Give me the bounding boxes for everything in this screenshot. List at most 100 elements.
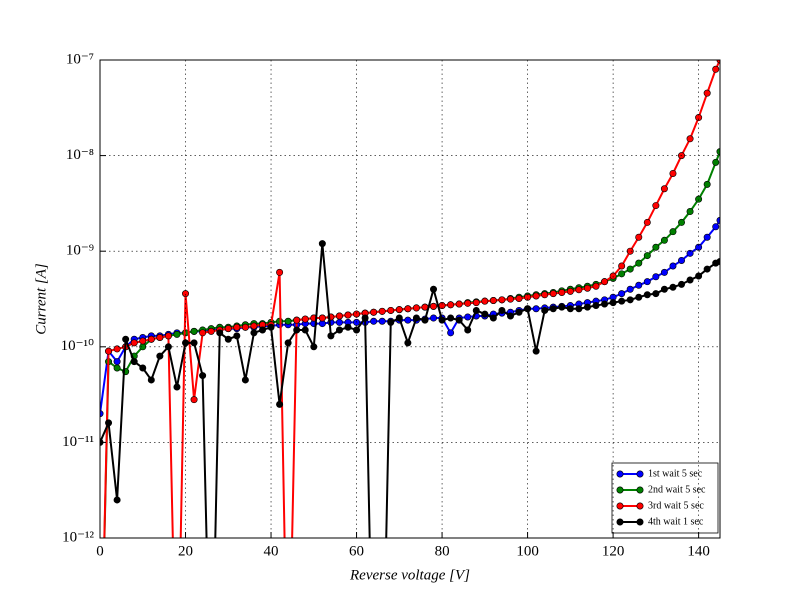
data-point <box>712 158 720 166</box>
data-point <box>481 310 489 318</box>
data-point <box>575 305 583 313</box>
data-point <box>566 305 574 313</box>
data-point <box>566 287 574 295</box>
data-point <box>592 282 600 290</box>
data-point <box>421 316 429 324</box>
data-point <box>669 228 677 236</box>
data-point <box>678 218 686 226</box>
x-tick-label: 20 <box>178 543 193 559</box>
data-point <box>652 202 660 210</box>
data-point <box>678 256 686 264</box>
data-point <box>609 299 617 307</box>
data-point <box>173 330 181 338</box>
data-point <box>370 308 378 316</box>
data-point <box>652 290 660 298</box>
legend-label: 4th wait 1 sec <box>648 516 704 527</box>
data-point <box>250 329 258 337</box>
x-tick-label: 0 <box>96 543 104 559</box>
legend-marker <box>616 486 624 494</box>
data-point <box>412 304 420 312</box>
data-point <box>447 314 455 322</box>
data-point <box>276 400 284 408</box>
legend: 1st wait 5 sec 2nd wait 5 sec 3rd wait 5 s… <box>611 462 719 534</box>
data-point <box>318 314 326 322</box>
data-point <box>404 339 412 347</box>
data-point <box>378 317 386 325</box>
data-point <box>370 317 378 325</box>
data-point <box>430 302 438 310</box>
data-point <box>686 135 694 143</box>
data-point <box>105 419 113 427</box>
data-point <box>498 306 506 314</box>
data-point <box>199 372 207 380</box>
data-point <box>583 284 591 292</box>
data-point <box>156 352 164 360</box>
data-point <box>712 223 720 231</box>
data-point <box>464 299 472 307</box>
data-point <box>686 276 694 284</box>
legend-marker <box>616 502 624 510</box>
data-point <box>353 326 361 334</box>
legend-label: 2nd wait 5 sec <box>648 484 706 495</box>
data-point <box>686 249 694 257</box>
data-point <box>541 291 549 299</box>
data-point <box>635 259 643 267</box>
data-point <box>207 327 215 335</box>
data-point <box>549 305 557 313</box>
data-point <box>130 358 138 366</box>
legend-label: 3rd wait 5 sec <box>648 500 704 511</box>
data-point <box>353 310 361 318</box>
data-point <box>686 208 694 216</box>
legend-marker <box>616 518 624 526</box>
data-point <box>660 236 668 244</box>
y-tick-label: 10⁻¹¹ <box>62 434 94 450</box>
data-point <box>472 299 480 307</box>
data-point <box>387 306 395 314</box>
x-tick-label: 60 <box>349 543 364 559</box>
data-point <box>293 316 301 324</box>
data-point <box>532 292 540 300</box>
y-tick-label: 10⁻⁹ <box>66 243 94 259</box>
y-tick-label: 10⁻⁷ <box>66 51 94 67</box>
x-tick-label: 80 <box>435 543 450 559</box>
data-point <box>241 376 249 384</box>
data-point <box>532 347 540 355</box>
data-point <box>190 339 198 347</box>
data-point <box>481 297 489 305</box>
data-point <box>592 302 600 310</box>
legend-marker <box>636 486 644 494</box>
data-point <box>122 335 130 343</box>
data-point <box>113 345 121 353</box>
data-point <box>276 268 284 276</box>
data-point <box>430 314 438 322</box>
data-point <box>541 306 549 314</box>
data-point <box>301 326 309 334</box>
legend-marker <box>616 470 624 478</box>
data-point <box>695 195 703 203</box>
y-tick-label: 10⁻¹² <box>62 529 94 545</box>
data-point <box>489 297 497 305</box>
data-point <box>643 278 651 286</box>
data-point <box>626 285 634 293</box>
data-point <box>601 278 609 286</box>
x-tick-label: 140 <box>687 543 710 559</box>
data-point <box>601 300 609 308</box>
data-point <box>703 180 711 188</box>
data-point <box>498 296 506 304</box>
data-point <box>618 290 626 298</box>
data-point <box>284 339 292 347</box>
data-point <box>652 273 660 281</box>
data-point <box>660 185 668 193</box>
data-point <box>199 329 207 337</box>
data-point <box>284 317 292 325</box>
x-axis-label: Reverse voltage [V] <box>349 567 470 583</box>
data-point <box>113 364 121 372</box>
data-point <box>258 326 266 334</box>
data-point <box>506 312 514 320</box>
data-point <box>190 396 198 404</box>
y-tick-label: 10⁻⁸ <box>66 147 94 163</box>
data-point <box>660 268 668 276</box>
data-point <box>652 243 660 251</box>
data-point <box>618 270 626 278</box>
data-point <box>387 318 395 326</box>
